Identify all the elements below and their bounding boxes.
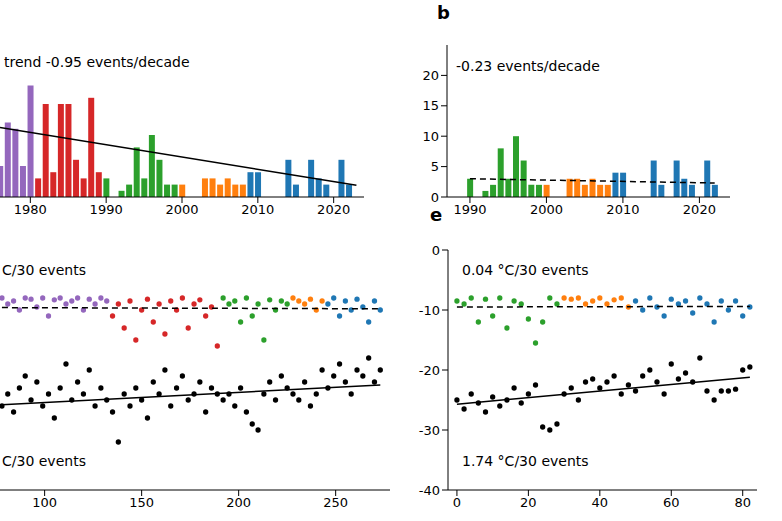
svg-text:0: 0 xyxy=(431,190,439,205)
svg-text:5: 5 xyxy=(431,159,439,174)
svg-text:250: 250 xyxy=(323,495,348,510)
html-text:b: b xyxy=(437,2,450,23)
svg-text:15: 15 xyxy=(422,98,439,113)
html-text:trend -0.95 events/decade: trend -0.95 events/decade xyxy=(4,54,190,70)
svg-text:1990: 1990 xyxy=(90,202,123,217)
html-text:0.04 °C/30 events: 0.04 °C/30 events xyxy=(462,262,589,278)
svg-text:-40: -40 xyxy=(419,483,440,498)
svg-text:-10: -10 xyxy=(419,303,440,318)
html-text:-0.23 events/decade: -0.23 events/decade xyxy=(456,58,600,74)
svg-text:20: 20 xyxy=(520,495,537,510)
svg-text:100: 100 xyxy=(32,495,57,510)
svg-text:0: 0 xyxy=(432,243,440,258)
svg-text:-30: -30 xyxy=(419,423,440,438)
svg-text:2010: 2010 xyxy=(606,202,639,217)
html-text:C/30 events: C/30 events xyxy=(2,262,86,278)
svg-text:40: 40 xyxy=(592,495,609,510)
svg-text:2000: 2000 xyxy=(165,202,198,217)
svg-text:1990: 1990 xyxy=(453,202,486,217)
svg-text:2000: 2000 xyxy=(530,202,563,217)
html-text:1.74 °C/30 events: 1.74 °C/30 events xyxy=(462,453,589,469)
svg-text:-20: -20 xyxy=(419,363,440,378)
svg-text:150: 150 xyxy=(129,495,154,510)
svg-text:0: 0 xyxy=(453,495,461,510)
svg-text:60: 60 xyxy=(663,495,680,510)
svg-text:2020: 2020 xyxy=(317,202,350,217)
svg-text:2010: 2010 xyxy=(241,202,274,217)
html-text:e: e xyxy=(430,204,443,225)
svg-text:2020: 2020 xyxy=(683,202,716,217)
svg-text:10: 10 xyxy=(422,129,439,144)
html-text:C/30 events: C/30 events xyxy=(2,453,86,469)
svg-text:20: 20 xyxy=(422,68,439,83)
svg-text:200: 200 xyxy=(226,495,251,510)
svg-text:1980: 1980 xyxy=(14,202,47,217)
svg-text:80: 80 xyxy=(734,495,751,510)
